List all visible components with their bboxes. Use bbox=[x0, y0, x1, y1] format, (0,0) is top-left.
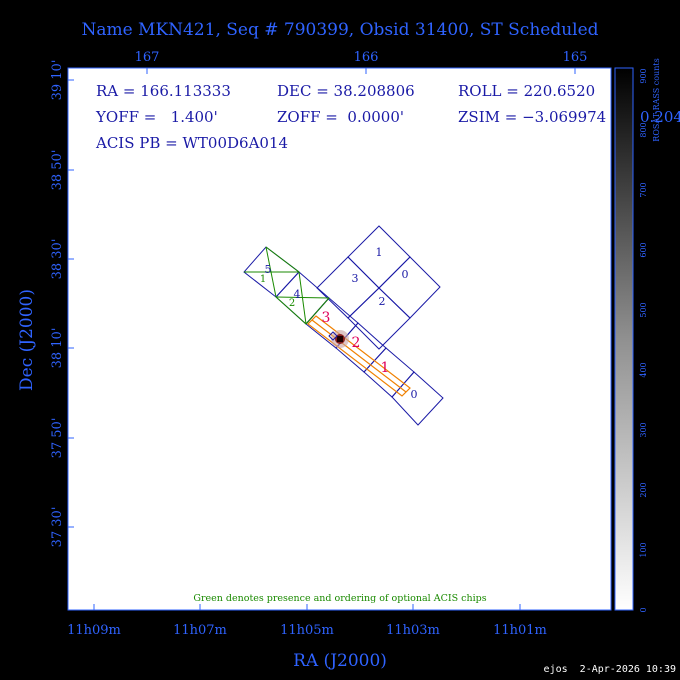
aimpoint-slit bbox=[307, 315, 411, 397]
x-axis-label: RA (J2000) bbox=[293, 651, 387, 671]
plot-title: Name MKN421, Seq # 790399, Obsid 31400, … bbox=[81, 20, 598, 40]
optional-chip-label: 2 bbox=[289, 298, 295, 309]
optional-chips bbox=[244, 246, 330, 325]
colorbar-tick: 0 bbox=[639, 607, 648, 612]
bottom-tick-label: 11h09m bbox=[67, 623, 121, 638]
bottom-tick-label: 11h01m bbox=[493, 623, 547, 638]
top-tick-label: 166 bbox=[354, 50, 379, 65]
colorbar: ROSAT RASS counts 0 100 200 300 400 500 … bbox=[614, 58, 661, 613]
acis-i-chip-2 bbox=[347, 287, 411, 350]
colorbar-tick: 800 bbox=[639, 122, 648, 137]
top-tick-label: 165 bbox=[563, 50, 588, 65]
optional-chip-label: 1 bbox=[260, 274, 266, 285]
acis-s-chip-label: 1 bbox=[381, 360, 390, 376]
zsim-overflow: 0.204 bbox=[640, 108, 680, 126]
acis-s-chip-label: 3 bbox=[322, 310, 331, 326]
colorbar-tick: 900 bbox=[639, 68, 648, 83]
left-tick-label: 37 30' bbox=[50, 507, 65, 548]
colorbar-tick: 100 bbox=[639, 542, 648, 557]
bottom-tick-label: 11h07m bbox=[173, 623, 227, 638]
left-tick-label: 37 50' bbox=[50, 418, 65, 459]
target-source bbox=[328, 330, 349, 348]
acis-s-chip-label: 4 bbox=[294, 288, 301, 301]
colorbar-gradient bbox=[614, 67, 634, 611]
acis-i-chip-label: 0 bbox=[402, 268, 409, 281]
acis-i-chip-label: 1 bbox=[376, 246, 383, 259]
acis-s-chip-0 bbox=[391, 371, 444, 426]
left-axis: 39 10' 38 50' 38 30' 38 10' 37 50' 37 30… bbox=[17, 60, 74, 548]
acis-s-labels: 5 4 3 2 1 0 1 2 bbox=[260, 263, 418, 401]
zsim-value: ZSIM = −3.069974 bbox=[458, 108, 606, 126]
colorbar-tick: 600 bbox=[639, 242, 648, 257]
colorbar-tick: 400 bbox=[639, 362, 648, 377]
bottom-axis: 11h09m 11h07m 11h05m 11h03m 11h01m RA (J… bbox=[67, 604, 547, 671]
acis-i-chip-label: 2 bbox=[379, 295, 386, 308]
credit-line: ejos 2-Apr-2026 10:39 bbox=[544, 664, 676, 675]
pointing-info: RA = 166.113333 DEC = 38.208806 ROLL = 2… bbox=[95, 82, 606, 152]
colorbar-tick: 200 bbox=[639, 482, 648, 497]
bottom-tick-label: 11h03m bbox=[386, 623, 440, 638]
roll-value: ROLL = 220.6520 bbox=[458, 82, 595, 100]
acis-i-labels: 1 3 0 2 bbox=[352, 246, 409, 308]
colorbar-label: ROSAT RASS counts bbox=[652, 58, 661, 141]
colorbar-tick: 500 bbox=[639, 302, 648, 317]
left-tick-label: 38 10' bbox=[50, 328, 65, 369]
left-tick-label: 38 50' bbox=[50, 150, 65, 191]
left-tick-label: 39 10' bbox=[50, 60, 65, 101]
colorbar-tick: 300 bbox=[639, 422, 648, 437]
ra-value: RA = 166.113333 bbox=[96, 82, 231, 100]
acis-s-chip-label: 5 bbox=[265, 263, 272, 276]
acis-i-chip-label: 3 bbox=[352, 272, 359, 285]
top-axis: 167 166 165 bbox=[135, 50, 588, 74]
zoff-value: ZOFF = 0.0000' bbox=[277, 108, 404, 126]
acis-s-chip-label: 0 bbox=[411, 388, 418, 401]
acis-pb-value: ACIS PB = WT00D6A014 bbox=[95, 134, 288, 152]
acis-s-chip-label: 2 bbox=[352, 335, 361, 351]
colorbar-tick: 700 bbox=[639, 182, 648, 197]
y-axis-label: Dec (J2000) bbox=[17, 289, 37, 391]
dec-value: DEC = 38.208806 bbox=[277, 82, 415, 100]
left-tick-label: 38 30' bbox=[50, 239, 65, 280]
acis-i-array bbox=[316, 225, 441, 350]
yoff-value: YOFF = 1.400' bbox=[95, 108, 218, 126]
bottom-tick-label: 11h05m bbox=[280, 623, 334, 638]
optional-chips-footnote: Green denotes presence and ordering of o… bbox=[193, 593, 486, 604]
top-tick-label: 167 bbox=[135, 50, 160, 65]
